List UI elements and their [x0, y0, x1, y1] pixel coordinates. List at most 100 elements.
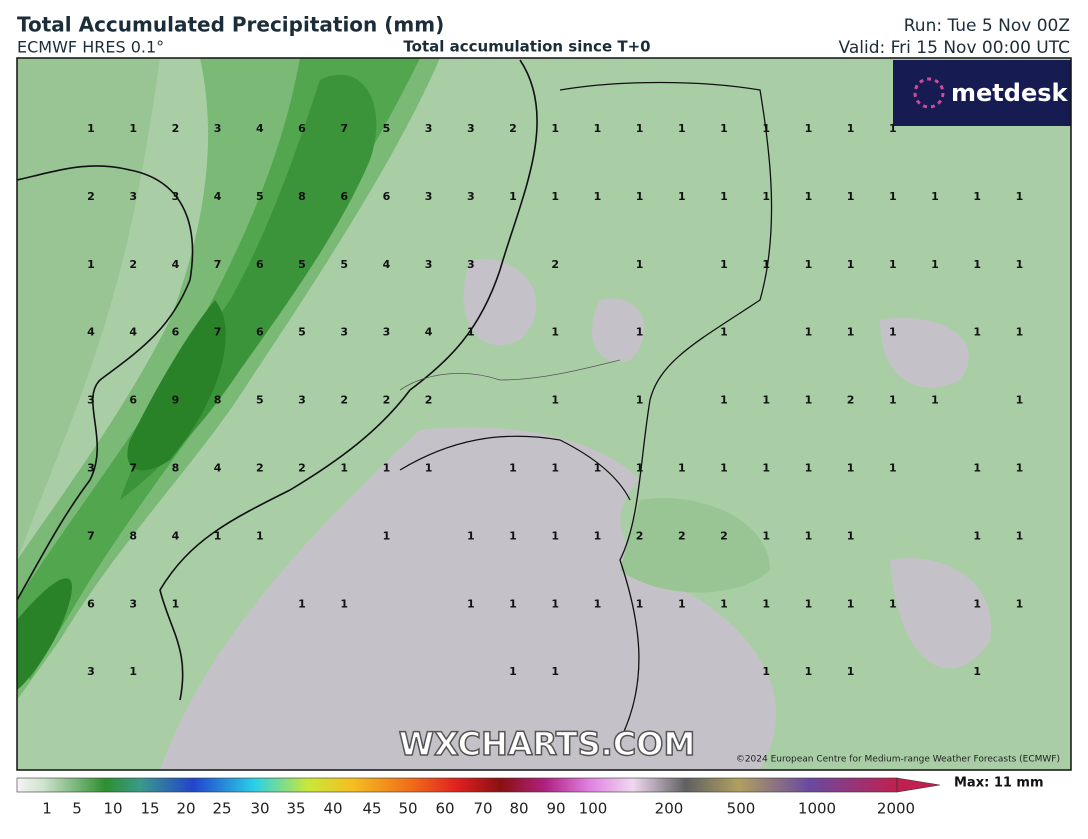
colorbar-label: 1000 — [798, 800, 836, 818]
grid-value: 1 — [636, 122, 644, 135]
grid-value: 1 — [720, 462, 728, 475]
grid-value: 8 — [298, 190, 306, 203]
grid-value: 1 — [889, 462, 897, 475]
grid-value: 2 — [172, 122, 180, 135]
grid-value: 2 — [256, 462, 264, 475]
grid-value: 1 — [1016, 326, 1024, 339]
grid-value: 1 — [847, 529, 855, 542]
grid-value: 1 — [1016, 394, 1024, 407]
grid-value: 1 — [1016, 462, 1024, 475]
grid-value: 1 — [298, 597, 306, 610]
grid-value: 1 — [678, 597, 686, 610]
title: Total Accumulated Precipitation (mm) — [17, 13, 444, 37]
grid-value: 1 — [805, 597, 813, 610]
colorbar-label: 2000 — [877, 800, 915, 818]
grid-value: 1 — [805, 122, 813, 135]
grid-value: 1 — [931, 190, 939, 203]
grid-value: 1 — [762, 122, 770, 135]
grid-value: 1 — [340, 597, 348, 610]
grid-value: 1 — [805, 462, 813, 475]
grid-value: 2 — [720, 529, 728, 542]
grid-value: 3 — [87, 462, 95, 475]
grid-value: 4 — [129, 326, 137, 339]
grid-value: 1 — [805, 394, 813, 407]
grid-value: 1 — [551, 665, 559, 678]
subtitle: Total accumulation since T+0 — [403, 38, 650, 56]
grid-value: 4 — [383, 258, 391, 271]
grid-value: 9 — [172, 394, 180, 407]
grid-value: 5 — [383, 122, 391, 135]
grid-value: 1 — [129, 665, 137, 678]
grid-value: 3 — [467, 190, 475, 203]
grid-value: 7 — [129, 462, 137, 475]
grid-value: 1 — [678, 462, 686, 475]
colorbar-label: 50 — [398, 800, 417, 818]
grid-value: 6 — [172, 326, 180, 339]
grid-value: 1 — [762, 665, 770, 678]
grid-value: 7 — [340, 122, 348, 135]
grid-value: 2 — [340, 394, 348, 407]
grid-value: 1 — [678, 122, 686, 135]
grid-value: 1 — [720, 394, 728, 407]
grid-value: 1 — [762, 529, 770, 542]
map: metdesk WXCHARTS.COM ©2024 European Cent… — [17, 58, 1071, 770]
grid-value: 1 — [129, 122, 137, 135]
grid-value: 2 — [847, 394, 855, 407]
grid-value: 2 — [129, 258, 137, 271]
grid-value: 1 — [594, 529, 602, 542]
grid-value: 4 — [172, 258, 180, 271]
grid-value: 1 — [551, 394, 559, 407]
grid-value: 1 — [467, 326, 475, 339]
grid-value: 1 — [509, 597, 517, 610]
grid-value: 1 — [847, 326, 855, 339]
logo: metdesk — [951, 79, 1069, 107]
grid-value: 1 — [87, 122, 95, 135]
colorbar-label: 40 — [323, 800, 342, 818]
grid-value: 1 — [889, 326, 897, 339]
colorbar-label: 100 — [579, 800, 608, 818]
grid-value: 4 — [256, 122, 264, 135]
grid-value: 3 — [214, 122, 222, 135]
colorbar-label: 80 — [509, 800, 528, 818]
grid-value: 1 — [636, 190, 644, 203]
colorbar-label: 25 — [212, 800, 231, 818]
colorbar-label: 200 — [655, 800, 684, 818]
max-label: Max: 11 mm — [954, 776, 1044, 791]
grid-value: 1 — [383, 462, 391, 475]
grid-value: 2 — [551, 258, 559, 271]
grid-value: 2 — [87, 190, 95, 203]
grid-value: 4 — [172, 529, 180, 542]
grid-value: 3 — [129, 190, 137, 203]
grid-value: 1 — [594, 190, 602, 203]
colorbar-label: 70 — [473, 800, 492, 818]
grid-value: 6 — [129, 394, 137, 407]
grid-value: 1 — [551, 190, 559, 203]
grid-value: 1 — [551, 462, 559, 475]
grid-value: 1 — [805, 258, 813, 271]
grid-value: 3 — [87, 394, 95, 407]
value-grid: 1 1 2 3 4 6 7 5 3 3 2 1 1 1 1 1 1 1 1 1 2 3 3 4 5 8 6 6 3 3 1 1 1 1 1 1 1 1 1 1… — [87, 122, 1023, 678]
grid-value: 1 — [805, 190, 813, 203]
grid-value: 1 — [509, 462, 517, 475]
run: Run: Tue 5 Nov 00Z — [904, 16, 1070, 36]
colorbar — [16, 777, 898, 793]
grid-value: 1 — [847, 122, 855, 135]
grid-value: 2 — [509, 122, 517, 135]
grid-value: 1 — [720, 597, 728, 610]
grid-value: 3 — [129, 597, 137, 610]
grid-value: 1 — [931, 394, 939, 407]
colorbar-label: 60 — [435, 800, 454, 818]
grid-value: 1 — [594, 462, 602, 475]
grid-value: 3 — [383, 326, 391, 339]
grid-value: 1 — [636, 462, 644, 475]
grid-value: 5 — [298, 258, 306, 271]
grid-value: 3 — [425, 190, 433, 203]
colorbar-label: 500 — [727, 800, 756, 818]
grid-value: 2 — [425, 394, 433, 407]
grid-value: 1 — [551, 529, 559, 542]
grid-value: 3 — [425, 122, 433, 135]
grid-value: 1 — [636, 394, 644, 407]
colorbar-label: 5 — [72, 800, 82, 818]
grid-value: 1 — [467, 529, 475, 542]
grid-value: 1 — [551, 122, 559, 135]
